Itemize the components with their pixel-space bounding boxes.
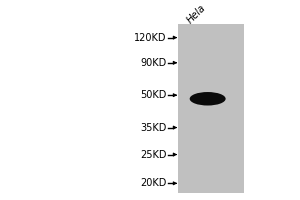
- Ellipse shape: [190, 92, 226, 106]
- Text: 90KD: 90KD: [140, 58, 166, 68]
- Text: 50KD: 50KD: [140, 90, 166, 100]
- Text: Hela: Hela: [185, 2, 207, 25]
- Text: 25KD: 25KD: [140, 150, 166, 160]
- Text: 20KD: 20KD: [140, 178, 166, 188]
- Text: 35KD: 35KD: [140, 123, 166, 133]
- Text: 120KD: 120KD: [134, 33, 166, 43]
- Bar: [178, 24, 244, 193]
